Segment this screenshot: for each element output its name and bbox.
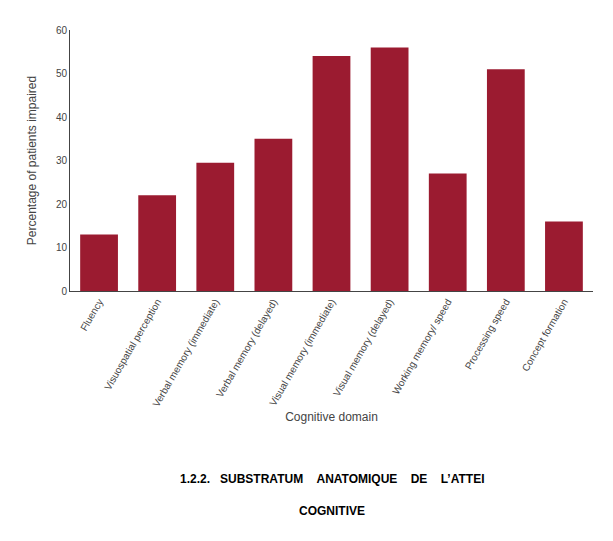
svg-text:10: 10 (56, 242, 68, 253)
svg-text:Concept formation: Concept formation (520, 297, 570, 373)
svg-text:0: 0 (61, 286, 67, 297)
svg-text:60: 60 (56, 25, 68, 36)
svg-text:Processing speed: Processing speed (463, 297, 512, 371)
svg-text:Visuospatial perception: Visuospatial perception (102, 297, 163, 392)
svg-text:20: 20 (56, 199, 68, 210)
svg-text:Visual memory (delayed): Visual memory (delayed) (331, 297, 396, 398)
svg-text:40: 40 (56, 112, 68, 123)
svg-text:Cognitive domain: Cognitive domain (285, 410, 378, 424)
svg-text:Verbal memory (immediate): Verbal memory (immediate) (150, 297, 221, 409)
svg-text:Verbal memory (delayed): Verbal memory (delayed) (214, 297, 279, 399)
svg-text:Working memory/ speed: Working memory/ speed (390, 297, 454, 396)
svg-text:Fluency: Fluency (78, 297, 105, 333)
svg-text:Visual memory (immediate): Visual memory (immediate) (267, 297, 337, 408)
svg-text:50: 50 (56, 68, 68, 79)
svg-text:1.2.2. SUBSTRATUM ANATOMI: 1.2.2. SUBSTRATUM ANATOMIQUE DE L’ATTEI (180, 472, 484, 486)
svg-text:Percentage of patients impaire: Percentage of patients impaired (25, 76, 39, 245)
svg-text:30: 30 (56, 155, 68, 166)
svg-text:COGNITIVE: COGNITIVE (299, 504, 365, 518)
